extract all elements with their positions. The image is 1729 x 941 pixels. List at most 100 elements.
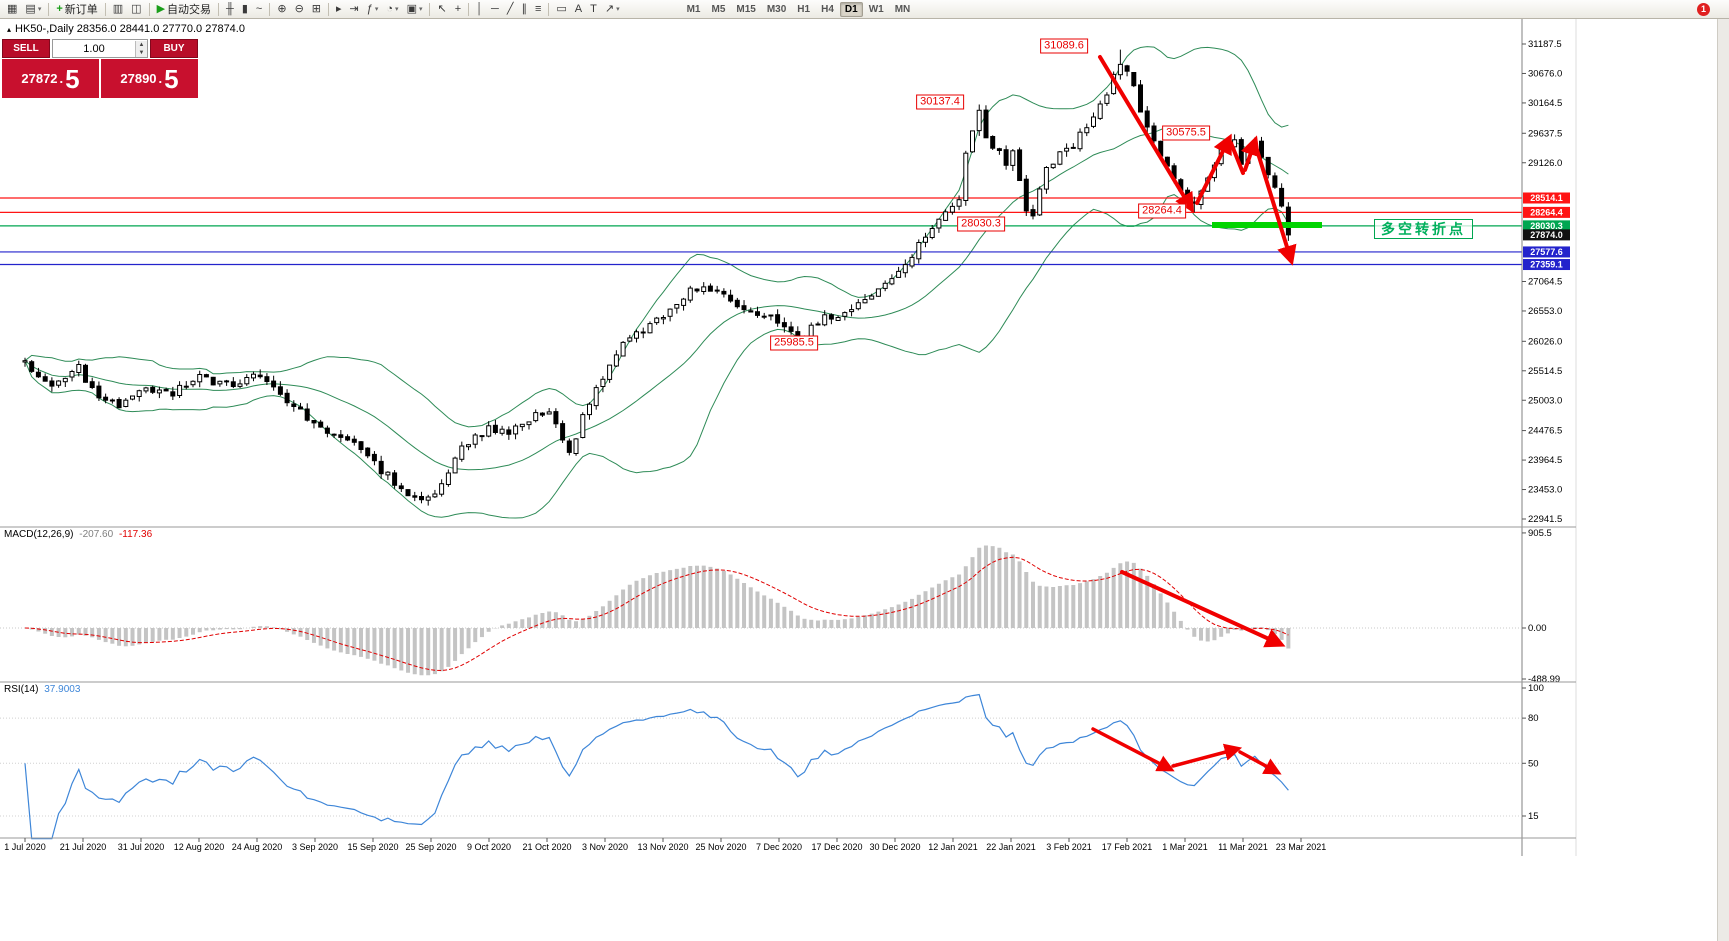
arrows-icon: ↗ <box>604 3 615 15</box>
trendline-button[interactable]: ╱ <box>503 0 518 18</box>
price-annotation[interactable]: 31089.6 <box>1040 38 1088 54</box>
buy-button[interactable]: BUY <box>150 39 198 58</box>
notification-badge[interactable]: 1 <box>1697 2 1710 16</box>
indicators-button[interactable]: ƒ ▾ <box>363 0 383 18</box>
zoom-in-icon: ⊕ <box>277 3 287 15</box>
price-annotation[interactable]: 28030.3 <box>957 216 1005 232</box>
volume-value[interactable]: 1.00 <box>83 42 105 55</box>
new-chart-button[interactable]: ▦ <box>3 0 21 18</box>
channel-icon: ∥ <box>521 3 527 15</box>
sell-price-panel[interactable]: 27872 . 5 <box>2 59 99 98</box>
shapes-icon: ▭ <box>556 3 567 15</box>
trend-arrows[interactable] <box>1098 55 1297 266</box>
candlestick-chart-button[interactable]: ▮ <box>238 0 252 18</box>
svg-text:17 Feb 2021: 17 Feb 2021 <box>1102 842 1153 852</box>
svg-text:24 Aug 2020: 24 Aug 2020 <box>232 842 283 852</box>
new-order-button[interactable]: + 新订单 <box>52 0 101 18</box>
price-annotation[interactable]: 28264.4 <box>1138 203 1186 219</box>
buy-price-pips: 5 <box>164 63 179 94</box>
crosshair-button[interactable]: + <box>451 0 465 18</box>
line-chart-button[interactable]: ~ <box>252 0 266 18</box>
indicators-icon: ƒ <box>366 3 373 15</box>
indicators-caret-icon[interactable]: ▾ <box>374 6 379 13</box>
timeframe-d1[interactable]: D1 <box>839 1 863 17</box>
arrows-caret-icon[interactable]: ▾ <box>616 6 620 13</box>
periods-caret-icon[interactable]: ▾ <box>395 6 399 13</box>
macd-signal-value: -117.36 <box>118 529 153 540</box>
svg-text:25514.5: 25514.5 <box>1528 366 1562 377</box>
svg-text:26553.0: 26553.0 <box>1528 306 1562 317</box>
svg-text:27577.6: 27577.6 <box>1530 247 1563 257</box>
timeframe-w1[interactable]: W1 <box>868 3 884 15</box>
text-label-button[interactable]: T <box>586 0 601 18</box>
shapes-button[interactable]: ▭ <box>552 0 570 18</box>
price-annotation[interactable]: 25985.5 <box>770 335 818 351</box>
toolbar: ▦ ▤ ▾ + 新订单 ▥ ◫ ▶ 自动交易 ╫ ▮ ~ ⊕ ⊖ ⊞ ▸ ⇥ ƒ ▾ ◔ ▾ ▣ ▾ ↖ + │ ─ ╱ ∥ ≡ ▭ A T ↗ ▾… <box>0 0 1729 19</box>
price-annotation[interactable]: 30575.5 <box>1162 125 1210 141</box>
arrows-button[interactable]: ↗ ▾ <box>601 0 624 18</box>
new-order-icon: + <box>56 3 63 15</box>
new-chart-icon: ▦ <box>7 3 18 15</box>
svg-text:905.5: 905.5 <box>1528 528 1552 539</box>
auto-scroll-button[interactable]: ▸ <box>332 0 346 18</box>
volume-box[interactable]: 1.00 ▲ ▼ <box>52 39 148 58</box>
svg-text:7 Dec 2020: 7 Dec 2020 <box>756 842 802 852</box>
timeframe-bar: M1 M5 M15 M30 H1 H4 D1 W1 MN <box>682 1 916 17</box>
trendline-icon: ╱ <box>506 3 514 15</box>
horizontal-line-button[interactable]: ─ <box>487 0 503 18</box>
timeframe-mn[interactable]: MN <box>894 3 911 15</box>
sell-button[interactable]: SELL <box>2 39 50 58</box>
autotrading-icon: ▶ <box>156 3 166 15</box>
timeframe-h4[interactable]: H4 <box>821 3 834 15</box>
grid-button[interactable]: ⊞ <box>308 0 325 18</box>
data-window-icon: ◫ <box>131 3 142 15</box>
templates-caret-icon[interactable]: ▾ <box>418 6 423 13</box>
rsi-arrow[interactable] <box>1091 727 1282 775</box>
bar-chart-button[interactable]: ╫ <box>222 0 238 18</box>
chart-shift-button[interactable]: ⇥ <box>346 0 363 18</box>
toolbar-separator <box>269 2 271 16</box>
text-button[interactable]: A <box>571 0 586 18</box>
svg-text:17 Dec 2020: 17 Dec 2020 <box>811 842 862 852</box>
zoom-in-button[interactable]: ⊕ <box>273 0 290 18</box>
scrollbar-track[interactable] <box>1717 19 1729 941</box>
vertical-line-button[interactable]: │ <box>472 0 487 18</box>
timeframe-m5[interactable]: M5 <box>711 3 726 15</box>
svg-text:25003.0: 25003.0 <box>1528 395 1562 406</box>
timeframe-h1[interactable]: H1 <box>797 3 811 15</box>
data-window-button[interactable]: ◫ <box>127 0 145 18</box>
profiles-caret-icon[interactable]: ▾ <box>37 6 42 13</box>
templates-button[interactable]: ▣ ▾ <box>403 0 427 18</box>
volume-up-icon[interactable]: ▲ <box>136 40 147 49</box>
timeframe-m30[interactable]: M30 <box>766 3 787 15</box>
svg-text:31 Jul 2020: 31 Jul 2020 <box>118 842 165 852</box>
volume-steppers[interactable]: ▲ ▼ <box>135 40 147 57</box>
price-annotation[interactable]: 30137.4 <box>916 94 964 110</box>
auto-scroll-icon: ▸ <box>336 3 342 15</box>
buy-price-panel[interactable]: 27890 . 5 <box>101 59 198 98</box>
timeframe-m15[interactable]: M15 <box>736 3 756 15</box>
channel-button[interactable]: ∥ <box>517 0 531 18</box>
svg-text:28514.1: 28514.1 <box>1530 193 1563 203</box>
autotrading-button[interactable]: ▶ 自动交易 <box>153 0 215 18</box>
svg-text:30 Dec 2020: 30 Dec 2020 <box>869 842 920 852</box>
svg-text:9 Oct 2020: 9 Oct 2020 <box>467 842 511 852</box>
new-order-label: 新订单 <box>64 4 98 16</box>
market-watch-button[interactable]: ▥ <box>109 0 127 18</box>
rsi-label: RSI(14) 37.9003 <box>4 684 80 695</box>
zoom-out-button[interactable]: ⊖ <box>291 0 308 18</box>
turning-point-label[interactable]: 多空转折点 <box>1374 219 1473 239</box>
periods-button[interactable]: ◔ ▾ <box>382 0 402 18</box>
sell-price-pips: 5 <box>65 63 80 94</box>
fibonacci-button[interactable]: ≡ <box>531 0 545 18</box>
profiles-button[interactable]: ▤ ▾ <box>21 0 45 18</box>
svg-text:50: 50 <box>1528 758 1539 769</box>
volume-down-icon[interactable]: ▼ <box>136 48 147 57</box>
cursor-icon: ↖ <box>437 3 447 15</box>
toolbar-separator <box>148 2 150 16</box>
svg-text:23 Mar 2021: 23 Mar 2021 <box>1276 842 1327 852</box>
cursor-button[interactable]: ↖ <box>433 0 450 18</box>
macd-arrow[interactable] <box>1120 570 1286 648</box>
timeframe-m1[interactable]: M1 <box>686 3 701 15</box>
